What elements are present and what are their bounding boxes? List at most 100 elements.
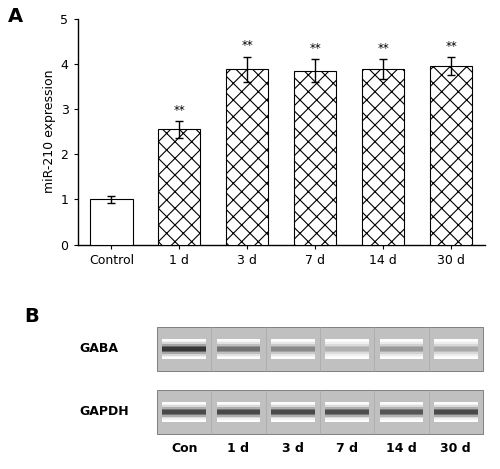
- Bar: [362, 69, 404, 244]
- Bar: [216, 416, 260, 418]
- Bar: [216, 410, 260, 412]
- Bar: [326, 350, 369, 352]
- Bar: [162, 340, 206, 342]
- Bar: [380, 402, 423, 404]
- Bar: [434, 415, 478, 417]
- Bar: [271, 418, 314, 420]
- Bar: [380, 339, 423, 341]
- Bar: [271, 354, 314, 356]
- Bar: [326, 357, 369, 359]
- Bar: [294, 71, 337, 244]
- Bar: [271, 347, 314, 349]
- Bar: [162, 339, 206, 341]
- Bar: [271, 339, 314, 341]
- Bar: [216, 339, 260, 341]
- Bar: [271, 407, 314, 408]
- Text: **: **: [445, 39, 457, 53]
- Bar: [326, 349, 369, 351]
- Bar: [162, 357, 206, 359]
- Bar: [162, 350, 206, 352]
- Bar: [271, 415, 314, 417]
- Bar: [326, 347, 369, 349]
- Bar: [434, 354, 478, 356]
- Bar: [271, 402, 314, 404]
- Bar: [380, 403, 423, 405]
- Bar: [326, 403, 369, 405]
- Bar: [326, 416, 369, 418]
- Text: GAPDH: GAPDH: [80, 405, 129, 418]
- Bar: [162, 344, 206, 346]
- Bar: [326, 407, 369, 408]
- Bar: [216, 342, 260, 344]
- Bar: [326, 342, 369, 344]
- Bar: [434, 352, 478, 354]
- Bar: [271, 349, 314, 351]
- Bar: [162, 349, 206, 351]
- Bar: [216, 403, 260, 405]
- Bar: [380, 342, 423, 344]
- Bar: [434, 408, 478, 410]
- Bar: [326, 356, 369, 357]
- Bar: [271, 342, 314, 344]
- Bar: [216, 352, 260, 354]
- Bar: [434, 350, 478, 352]
- Bar: [434, 420, 478, 422]
- Text: **: **: [174, 104, 185, 117]
- Bar: [271, 403, 314, 405]
- Bar: [216, 346, 260, 348]
- Bar: [434, 413, 478, 415]
- Bar: [434, 418, 478, 420]
- Bar: [380, 420, 423, 422]
- Bar: [434, 346, 478, 348]
- Bar: [430, 66, 472, 244]
- Bar: [216, 344, 260, 346]
- Bar: [434, 356, 478, 357]
- Text: 30 d: 30 d: [440, 442, 471, 455]
- Bar: [216, 350, 260, 352]
- Bar: [380, 405, 423, 407]
- Bar: [90, 199, 132, 244]
- Bar: [380, 354, 423, 356]
- Bar: [380, 350, 423, 352]
- Bar: [380, 344, 423, 346]
- Bar: [326, 405, 369, 407]
- Bar: [162, 403, 206, 405]
- Bar: [216, 418, 260, 420]
- Bar: [326, 410, 369, 412]
- Bar: [216, 340, 260, 342]
- Bar: [162, 412, 206, 414]
- Text: **: **: [377, 42, 389, 55]
- Bar: [216, 408, 260, 410]
- Bar: [162, 413, 206, 415]
- Bar: [326, 352, 369, 354]
- Text: 3 d: 3 d: [282, 442, 304, 455]
- Bar: [271, 340, 314, 342]
- Bar: [162, 408, 206, 410]
- Bar: [271, 413, 314, 415]
- Text: 7 d: 7 d: [336, 442, 358, 455]
- Bar: [326, 415, 369, 417]
- Bar: [271, 416, 314, 418]
- Bar: [326, 339, 369, 341]
- Bar: [326, 412, 369, 414]
- Bar: [326, 346, 369, 348]
- Bar: [271, 350, 314, 352]
- Bar: [326, 413, 369, 415]
- Bar: [162, 347, 206, 349]
- Bar: [380, 413, 423, 415]
- Bar: [271, 412, 314, 414]
- Bar: [380, 347, 423, 349]
- Bar: [162, 418, 206, 420]
- Bar: [271, 352, 314, 354]
- Bar: [216, 405, 260, 407]
- Bar: [380, 356, 423, 357]
- Bar: [380, 416, 423, 418]
- Bar: [434, 344, 478, 346]
- Bar: [380, 349, 423, 351]
- Bar: [271, 408, 314, 410]
- Bar: [162, 415, 206, 417]
- Bar: [157, 390, 483, 434]
- Bar: [434, 412, 478, 414]
- Bar: [226, 69, 268, 244]
- Bar: [271, 344, 314, 346]
